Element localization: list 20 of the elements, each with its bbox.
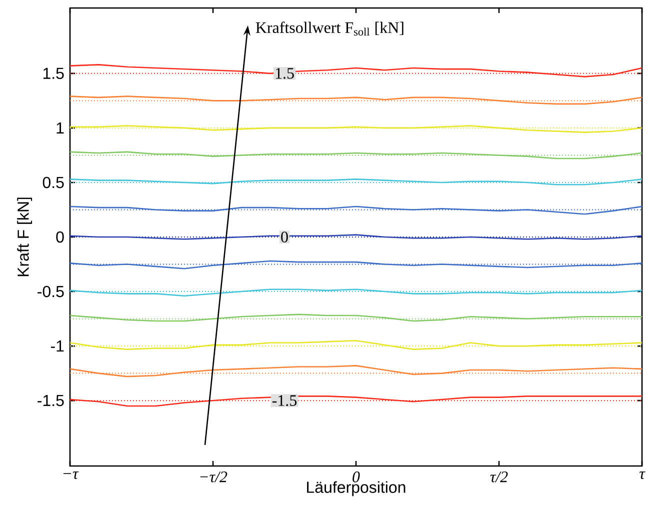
annotation: 1.5 xyxy=(276,68,294,79)
y-axis-title: Kraft F [kN] xyxy=(17,198,32,276)
y-tick-label: 0 xyxy=(56,231,64,243)
line-series xyxy=(70,96,642,105)
x-tick-label: −τ/2 xyxy=(200,472,228,482)
x-tick-label: 0 xyxy=(352,472,360,482)
y-tick-label: 1.5 xyxy=(43,68,64,80)
y-tick-label: -1.5 xyxy=(38,394,64,406)
y-tick-label: -0.5 xyxy=(38,286,64,298)
annotation: Kraftsollwert F$_{soll}$ [kN] xyxy=(256,22,404,36)
y-tick-label: 0.5 xyxy=(42,176,64,188)
line-series xyxy=(70,340,642,350)
x-axis-title: Läuferposition xyxy=(307,481,406,496)
y-tick-label: -1 xyxy=(50,340,64,352)
annotation: 0 xyxy=(281,232,288,242)
y-tick-label: 1 xyxy=(56,122,64,134)
x-tick-label: τ xyxy=(639,472,646,480)
x-tick-label: τ/2 xyxy=(490,472,508,482)
annotation: -1.5 xyxy=(272,395,297,406)
x-tick-label: −τ xyxy=(64,472,79,480)
